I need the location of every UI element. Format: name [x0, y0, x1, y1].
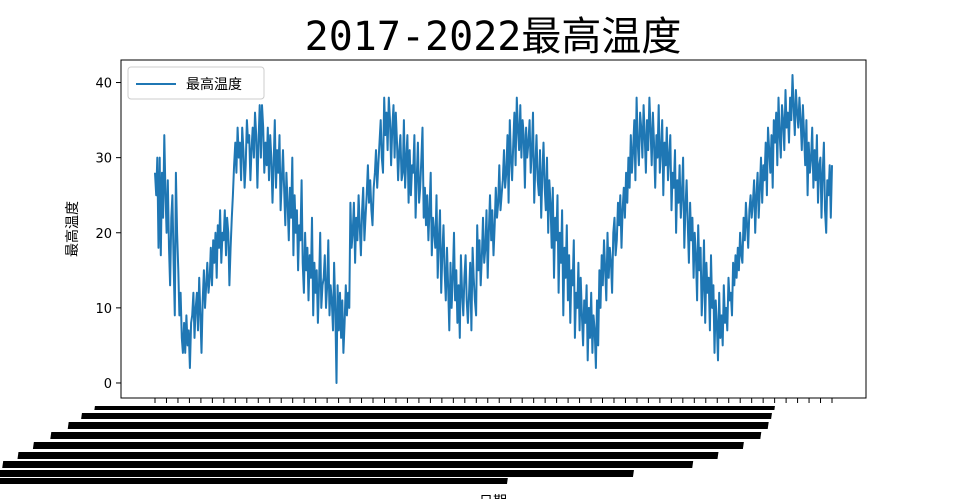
y-tick-label: 20: [95, 227, 112, 242]
y-tick-label: 40: [95, 77, 112, 92]
x-tick-label-band: [81, 413, 772, 419]
y-axis-label: 最高温度: [64, 201, 81, 257]
x-axis-label: 日期: [479, 494, 507, 499]
y-tick-label: 30: [95, 152, 112, 167]
plot-frame: [120, 59, 867, 399]
legend: 最高温度: [127, 66, 265, 100]
x-tick-label-band: [17, 452, 719, 459]
x-tick-label-band: [50, 432, 762, 439]
y-tick-label: 10: [95, 302, 112, 317]
legend-label: 最高温度: [186, 76, 242, 93]
x-axis-ticks: [0, 398, 833, 484]
x-tick-label-band: [0, 470, 634, 477]
legend-box: [127, 66, 265, 100]
x-tick-label-band: [32, 442, 744, 449]
series-line-max-temp: [154, 74, 833, 384]
x-tick-label-band: [94, 406, 775, 410]
x-tick-label-band: [2, 461, 694, 468]
y-tick-label: 0: [104, 377, 112, 392]
chart-title: 2017-2022最高温度: [305, 14, 682, 60]
x-tick-label-band: [67, 422, 769, 429]
x-tick-label-band: [0, 478, 508, 484]
y-axis-ticks: 0 10 20 30 40: [95, 77, 121, 392]
